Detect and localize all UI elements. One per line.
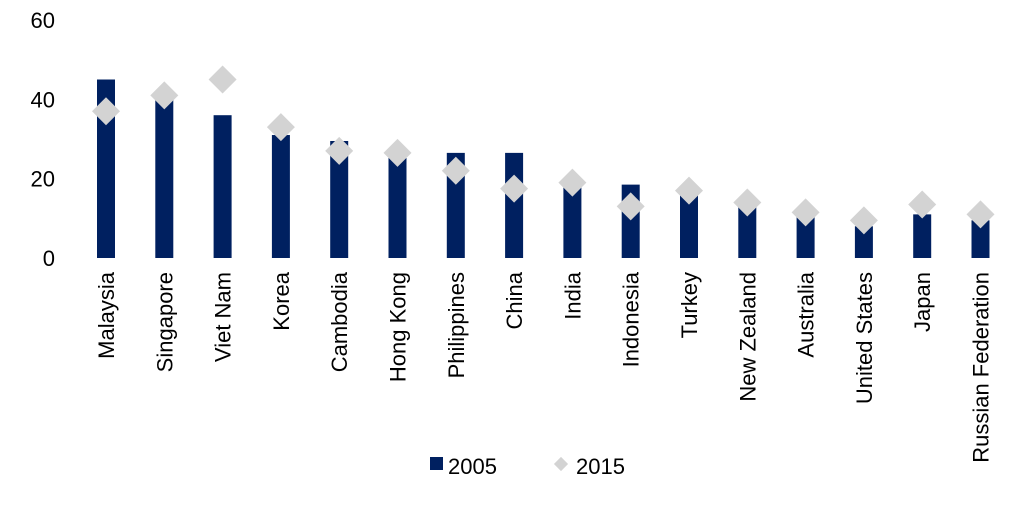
- bar-2005: [563, 186, 582, 258]
- bar-2005: [213, 115, 232, 258]
- x-tick-label: Russian Federation: [969, 272, 994, 463]
- y-axis-ticks: 0 20 40 60: [31, 8, 55, 271]
- x-tick-label: United States: [852, 272, 877, 404]
- bar-2005: [155, 99, 174, 258]
- y-tick-label: 60: [31, 8, 55, 33]
- marker-2015: [150, 81, 179, 110]
- x-axis-category-labels: Malaysia Singapore Viet Nam Korea Cambodia Ho…: [94, 271, 994, 463]
- legend-label-2015: 2015: [576, 454, 625, 479]
- marker-2015: [441, 156, 470, 185]
- legend-label-2005: 2005: [448, 454, 497, 479]
- bar-2005: [680, 194, 698, 258]
- marker-2015: [500, 174, 529, 203]
- marker-2015: [675, 176, 703, 205]
- x-tick-label: Singapore: [152, 272, 177, 372]
- x-tick-label: Viet Nam: [211, 272, 236, 362]
- legend: 2005 2015: [430, 454, 625, 479]
- bar-2005: [796, 216, 815, 258]
- bar-2005: [271, 135, 290, 258]
- bar-2005: [505, 152, 524, 258]
- x-tick-label: Hong Kong: [386, 272, 411, 382]
- x-tick-label: Philippines: [444, 272, 469, 378]
- marker-2015: [733, 188, 762, 217]
- legend-swatch-2005: [430, 457, 443, 470]
- bar-2005: [854, 226, 873, 258]
- marker-2015: [616, 192, 645, 221]
- x-tick-label: India: [560, 271, 585, 319]
- x-tick-label: China: [502, 271, 527, 329]
- x-tick-label: New Zealand: [735, 272, 760, 402]
- series-2005-bars: [97, 79, 990, 258]
- bar-2005: [971, 220, 990, 258]
- bar-2005: [913, 214, 932, 258]
- series-2015-markers: [92, 65, 995, 235]
- legend-swatch-2015: [553, 456, 569, 472]
- marker-2015: [791, 198, 820, 227]
- marker-2015: [92, 97, 120, 126]
- x-tick-label: Turkey: [677, 272, 702, 338]
- x-tick-label: Indonesia: [619, 271, 644, 367]
- marker-2015: [849, 206, 878, 235]
- x-tick-label: Korea: [269, 271, 294, 330]
- bar-2005: [330, 140, 349, 258]
- x-tick-label: Cambodia: [327, 271, 352, 372]
- marker-2015: [325, 136, 354, 165]
- marker-2015: [558, 168, 587, 197]
- marker-2015: [383, 138, 412, 167]
- x-tick-label: Australia: [794, 271, 819, 357]
- x-tick-label: Malaysia: [94, 271, 119, 359]
- bar-2005: [738, 206, 757, 258]
- marker-2015: [966, 200, 995, 229]
- marker-2015: [908, 190, 937, 219]
- marker-2015: [266, 113, 295, 142]
- bar-2005: [97, 79, 115, 258]
- x-tick-label: Japan: [910, 272, 935, 332]
- bar-2005: [388, 156, 407, 258]
- y-tick-label: 0: [43, 246, 55, 271]
- marker-2015: [208, 65, 237, 94]
- y-tick-label: 40: [31, 87, 55, 112]
- y-tick-label: 20: [31, 167, 55, 192]
